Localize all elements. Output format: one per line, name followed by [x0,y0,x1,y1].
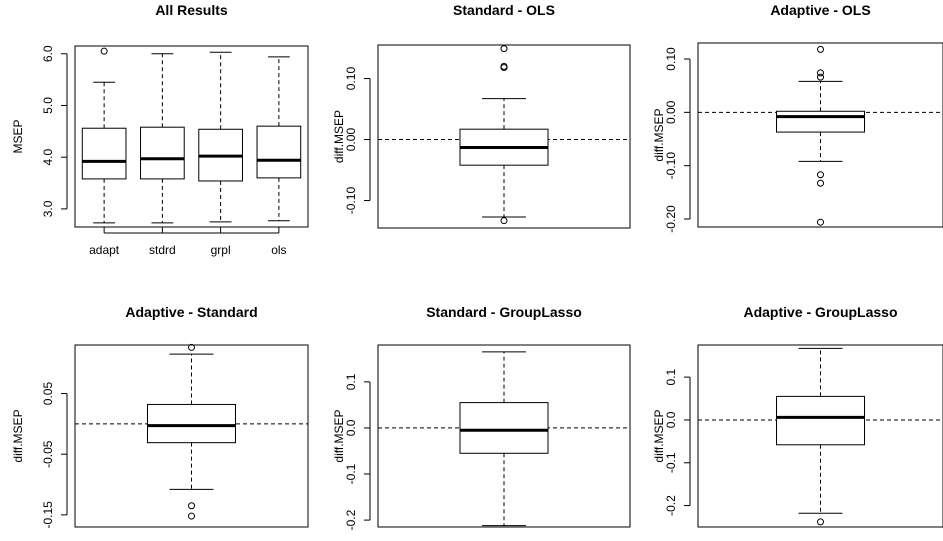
outlier-point [817,171,824,179]
chart-panel-4: Adaptive - Standard diff.MSEP -0.15 -0.05 0.… [11,304,309,529]
chart-panel-3: Adaptive - OLS diff.MSEP -0.20 -0.10 0.00 0.1… [652,2,943,233]
y-tick-label: 0.00 [664,100,678,124]
box-2: stdrd [140,53,185,257]
box-1 [459,351,549,527]
y-tick-label: 5.0 [41,97,55,114]
chart-title: Adaptive - Standard [125,304,257,320]
chart-panel-2: Standard - OLS diff.MSEP -0.10 0.00 0.10 [332,2,631,229]
y-tick-label: 0.1 [344,373,358,390]
outlier-point [188,502,195,510]
plot-frame [74,344,309,528]
y-tick-label: 0.10 [344,67,358,91]
outlier-point [500,62,508,70]
y-tick-label: 0.10 [664,47,678,71]
y-tick-label: 0.0 [344,419,358,436]
y-tick-label: -0.15 [41,501,55,529]
iqr-box [459,402,549,454]
chart-title: Adaptive - GroupLasso [743,304,897,320]
chart-panel-5: Standard - GroupLasso diff.MSEP -0.2 -0.1 0.… [332,304,631,530]
y-tick-label: 3.0 [41,200,55,217]
y-tick-label: -0.10 [664,152,678,180]
outlier-point [188,343,195,351]
outlier-point [500,45,508,53]
y-tick-label: -0.2 [344,509,358,530]
y-tick-label: 0.0 [664,411,678,428]
chart-title: Standard - OLS [453,2,555,18]
y-axis-label: diff.MSEP [11,409,25,462]
y-axis-label: MSEP [11,119,25,153]
y-axis-label: diff.MSEP [652,108,666,161]
plot-frame [377,344,631,528]
iqr-box [776,395,865,446]
iqr-box [776,110,865,133]
outlier-point [817,179,824,187]
outlier-point [817,518,824,526]
box-3: grpl [198,51,243,257]
y-tick-label: 4.0 [41,149,55,166]
box-1 [776,347,865,526]
y-tick-label: -0.10 [344,187,358,215]
iqr-box [256,125,302,179]
chart-panel-1: All Results MSEP 3.0 4.0 5.0 6.0 adapt stdrd grp… [11,2,309,257]
plot-frame [697,344,943,528]
outlier-point [817,73,824,81]
chart-title: Standard - GroupLasso [426,304,582,320]
y-tick-label: 0.00 [344,128,358,152]
y-tick-label: -0.05 [41,440,55,468]
outlier-point [817,45,824,53]
outlier-point [817,218,824,226]
plot-frame [377,44,631,229]
outlier-point [817,69,824,77]
y-axis-label: diff.MSEP [652,409,666,462]
y-tick-label: 0.05 [41,382,55,406]
box-1 [776,45,865,226]
outlier-point [500,217,508,225]
plot-frame [74,45,309,228]
x-tick-label: adapt [89,243,120,257]
chart-title: Adaptive - OLS [770,2,870,18]
iqr-box [81,127,127,180]
box-1 [459,45,549,225]
iqr-box [140,126,185,180]
x-tick-label: grpl [211,243,231,257]
chart-panel-6: Adaptive - GroupLasso diff.MSEP -0.2 -0.1 0.… [652,304,943,528]
y-tick-label: 0.1 [664,368,678,385]
y-tick-label: -0.2 [664,495,678,516]
x-tick-label: ols [271,243,286,257]
plot-frame [697,42,943,228]
outlier-point [188,512,195,520]
y-tick-label: -0.1 [664,452,678,473]
box-4: ols [256,56,302,257]
y-tick-label: -0.1 [344,463,358,484]
box-1: adapt [81,47,127,257]
outlier-point [100,47,108,55]
y-axis-label: diff.MSEP [332,110,346,163]
box-1 [147,343,236,520]
x-tick-label: stdrd [149,243,176,257]
y-axis-label: diff.MSEP [332,409,346,462]
chart-title: All Results [155,2,228,18]
y-tick-label: 6.0 [41,45,55,62]
y-tick-label: -0.20 [664,205,678,233]
iqr-box [147,403,236,444]
